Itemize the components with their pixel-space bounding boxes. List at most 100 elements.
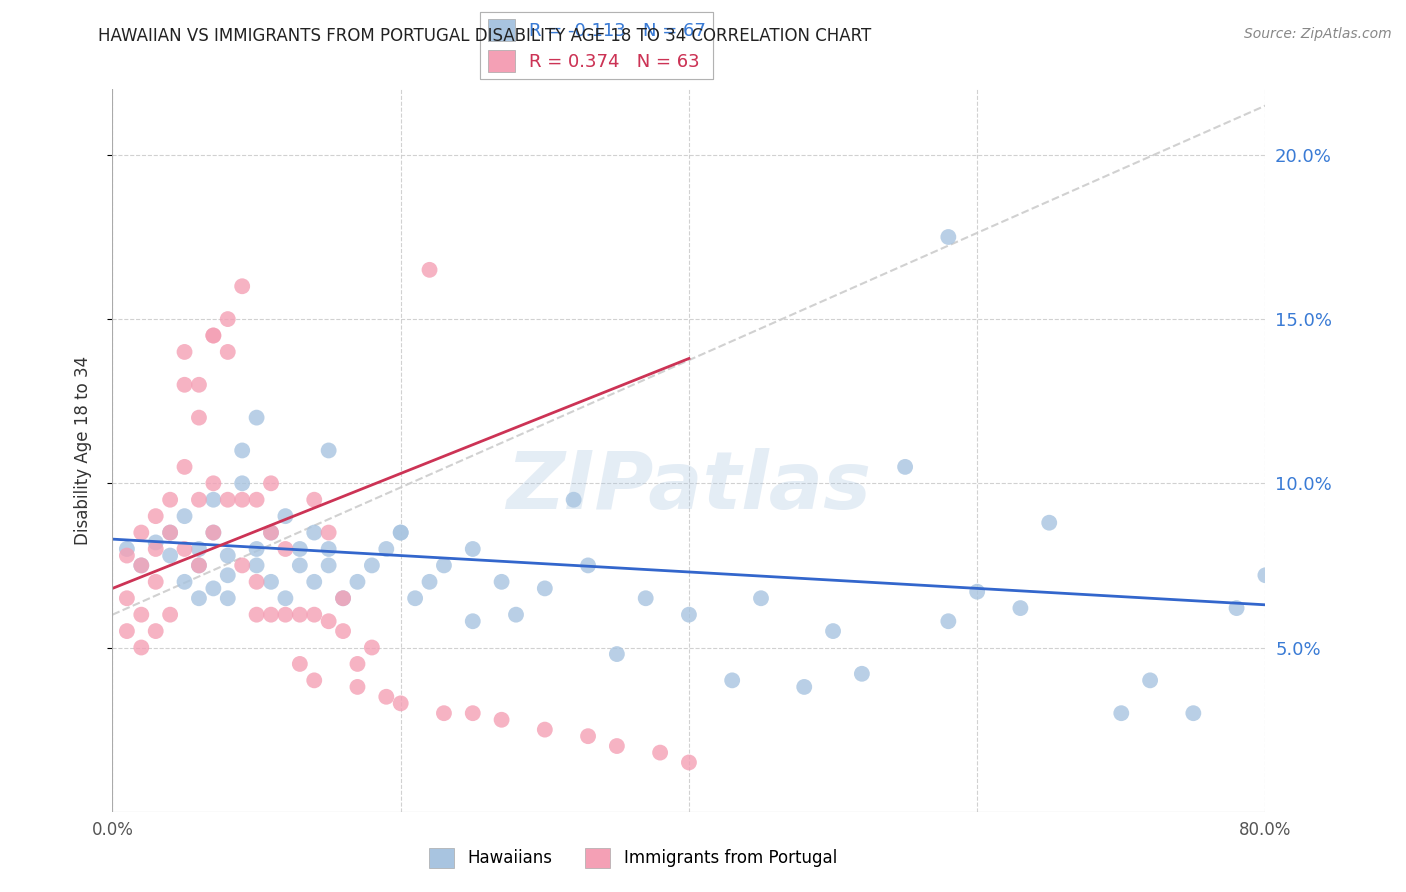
Point: [966, 584, 988, 599]
Text: Source: ZipAtlas.com: Source: ZipAtlas.com: [1244, 27, 1392, 41]
Point: [346, 680, 368, 694]
Point: [1139, 673, 1161, 688]
Point: [678, 756, 700, 770]
Point: [217, 568, 239, 582]
Point: [202, 525, 225, 540]
Point: [851, 666, 873, 681]
Point: [246, 492, 269, 507]
Point: [217, 345, 239, 359]
Point: [159, 607, 181, 622]
Point: [606, 647, 628, 661]
Point: [246, 607, 269, 622]
Point: [145, 574, 167, 589]
Point: [129, 525, 153, 540]
Point: [115, 549, 138, 563]
Point: [173, 345, 195, 359]
Point: [231, 558, 253, 573]
Point: [115, 624, 138, 639]
Point: [332, 591, 354, 606]
Point: [231, 279, 253, 293]
Point: [1226, 601, 1249, 615]
Point: [318, 558, 340, 573]
Point: [821, 624, 844, 639]
Point: [288, 607, 311, 622]
Y-axis label: Disability Age 18 to 34: Disability Age 18 to 34: [73, 356, 91, 545]
Point: [202, 525, 225, 540]
Point: [1182, 706, 1205, 721]
Point: [129, 640, 153, 655]
Point: [129, 607, 153, 622]
Point: [346, 574, 368, 589]
Point: [318, 525, 340, 540]
Point: [231, 476, 253, 491]
Point: [634, 591, 657, 606]
Point: [304, 607, 326, 622]
Point: [318, 614, 340, 628]
Point: [721, 673, 744, 688]
Point: [173, 377, 195, 392]
Point: [461, 614, 484, 628]
Point: [260, 476, 283, 491]
Point: [188, 410, 211, 425]
Point: [936, 614, 959, 628]
Point: [217, 312, 239, 326]
Point: [188, 558, 211, 573]
Point: [936, 230, 959, 244]
Point: [375, 541, 398, 556]
Point: [202, 328, 225, 343]
Point: [246, 574, 269, 589]
Point: [534, 723, 557, 737]
Point: [433, 558, 456, 573]
Point: [173, 459, 195, 474]
Point: [129, 558, 153, 573]
Point: [274, 591, 297, 606]
Point: [360, 640, 382, 655]
Point: [115, 541, 138, 556]
Point: [318, 443, 340, 458]
Point: [202, 328, 225, 343]
Point: [304, 525, 326, 540]
Point: [461, 541, 484, 556]
Point: [491, 713, 513, 727]
Legend: Hawaiians, Immigrants from Portugal: Hawaiians, Immigrants from Portugal: [422, 841, 844, 875]
Point: [1010, 601, 1032, 615]
Point: [288, 541, 311, 556]
Point: [231, 492, 253, 507]
Point: [188, 492, 211, 507]
Point: [433, 706, 456, 721]
Point: [1038, 516, 1060, 530]
Point: [304, 673, 326, 688]
Point: [145, 624, 167, 639]
Point: [188, 591, 211, 606]
Point: [246, 541, 269, 556]
Point: [505, 607, 527, 622]
Point: [419, 262, 441, 277]
Legend: R = -0.113   N = 67, R = 0.374   N = 63: R = -0.113 N = 67, R = 0.374 N = 63: [481, 12, 713, 79]
Point: [129, 558, 153, 573]
Point: [606, 739, 628, 753]
Point: [260, 525, 283, 540]
Point: [389, 696, 412, 710]
Point: [173, 574, 195, 589]
Point: [576, 729, 599, 743]
Point: [288, 558, 311, 573]
Point: [217, 492, 239, 507]
Point: [304, 492, 326, 507]
Point: [188, 558, 211, 573]
Point: [260, 607, 283, 622]
Point: [188, 377, 211, 392]
Point: [332, 591, 354, 606]
Text: HAWAIIAN VS IMMIGRANTS FROM PORTUGAL DISABILITY AGE 18 TO 34 CORRELATION CHART: HAWAIIAN VS IMMIGRANTS FROM PORTUGAL DIS…: [98, 27, 872, 45]
Point: [404, 591, 426, 606]
Point: [188, 541, 211, 556]
Point: [260, 574, 283, 589]
Point: [159, 525, 181, 540]
Point: [159, 492, 181, 507]
Point: [115, 591, 138, 606]
Point: [246, 558, 269, 573]
Point: [145, 535, 167, 549]
Point: [217, 591, 239, 606]
Point: [793, 680, 815, 694]
Point: [389, 525, 412, 540]
Point: [217, 549, 239, 563]
